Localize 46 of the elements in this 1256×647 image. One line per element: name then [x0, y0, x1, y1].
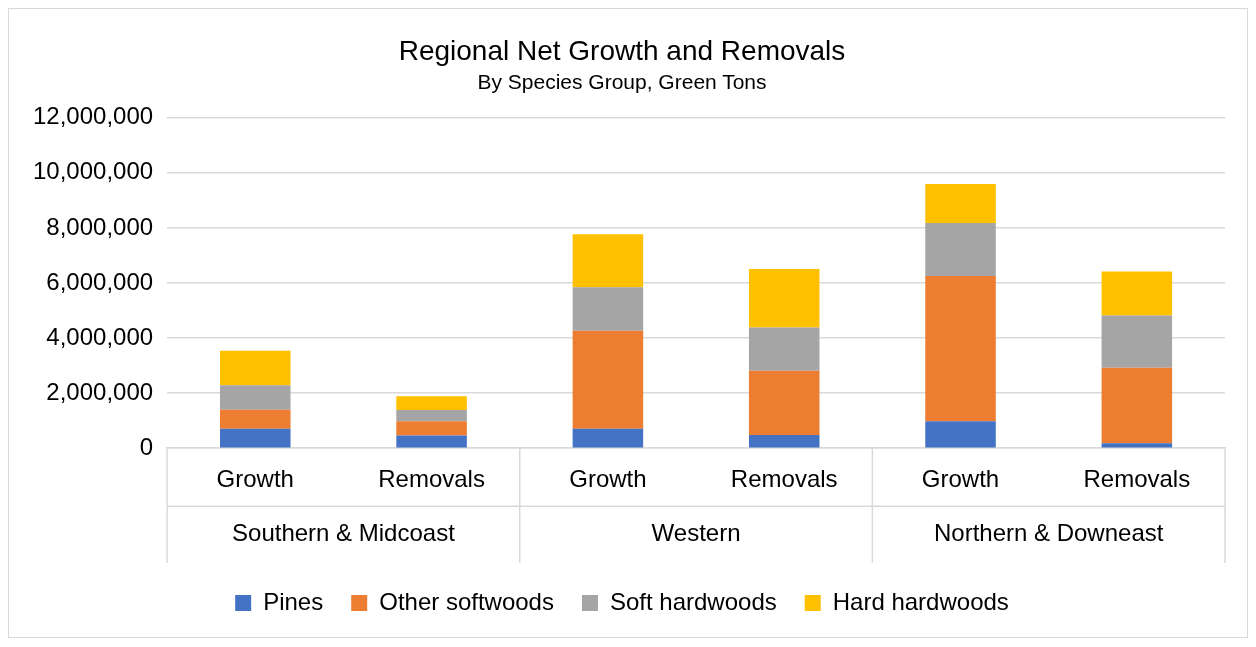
bar	[572, 234, 644, 288]
y-tick-label: 10,000,000	[32, 157, 154, 185]
y-tick-label: 6,000,000	[46, 267, 154, 295]
legend-label: Soft hardwoods	[609, 587, 777, 615]
bar	[748, 434, 820, 448]
chart-subtitle: By Species Group, Green Tons	[477, 70, 767, 93]
y-tick-label: 12,000,000	[32, 102, 154, 130]
bar	[748, 268, 820, 328]
text: Western	[651, 518, 741, 546]
legend-label: Other softwoods	[379, 587, 554, 615]
y-tick-label: 2,000,000	[46, 377, 154, 405]
bar	[396, 396, 467, 410]
bar	[396, 435, 467, 448]
text: Northern & Downeast	[933, 518, 1164, 546]
bar	[572, 428, 644, 448]
x-tick-label: Removals	[378, 465, 485, 493]
bar	[1101, 443, 1173, 448]
bar	[1101, 367, 1173, 444]
legend-label: Pines	[263, 587, 324, 615]
bar	[396, 421, 467, 436]
text: Southern & Midcoast	[232, 518, 456, 546]
bar	[220, 409, 291, 429]
bar	[925, 183, 996, 223]
y-tick-label: 0	[139, 432, 154, 460]
bar	[925, 421, 996, 448]
bar	[572, 287, 644, 331]
bar	[748, 370, 820, 435]
x-tick-label: Removals	[730, 465, 838, 493]
bar	[220, 350, 291, 386]
y-tick-label: 8,000,000	[46, 212, 154, 240]
bar	[572, 330, 644, 429]
bar	[925, 222, 996, 277]
legend-label: Hard hardwoods	[832, 587, 1009, 615]
y-tick-label: 4,000,000	[46, 322, 154, 350]
bar	[1101, 315, 1173, 368]
x-tick-label: Removals	[1083, 465, 1191, 493]
bar	[396, 409, 467, 422]
x-tick-label: Growth	[216, 465, 294, 493]
bar	[925, 276, 996, 422]
x-tick-label: Growth	[921, 465, 1000, 493]
bar	[220, 385, 291, 410]
chart-title: Regional Net Growth and Removals	[398, 34, 846, 66]
x-tick-label: Growth	[569, 465, 647, 493]
bar	[1101, 271, 1173, 316]
bar	[748, 327, 820, 371]
bar	[220, 428, 291, 448]
